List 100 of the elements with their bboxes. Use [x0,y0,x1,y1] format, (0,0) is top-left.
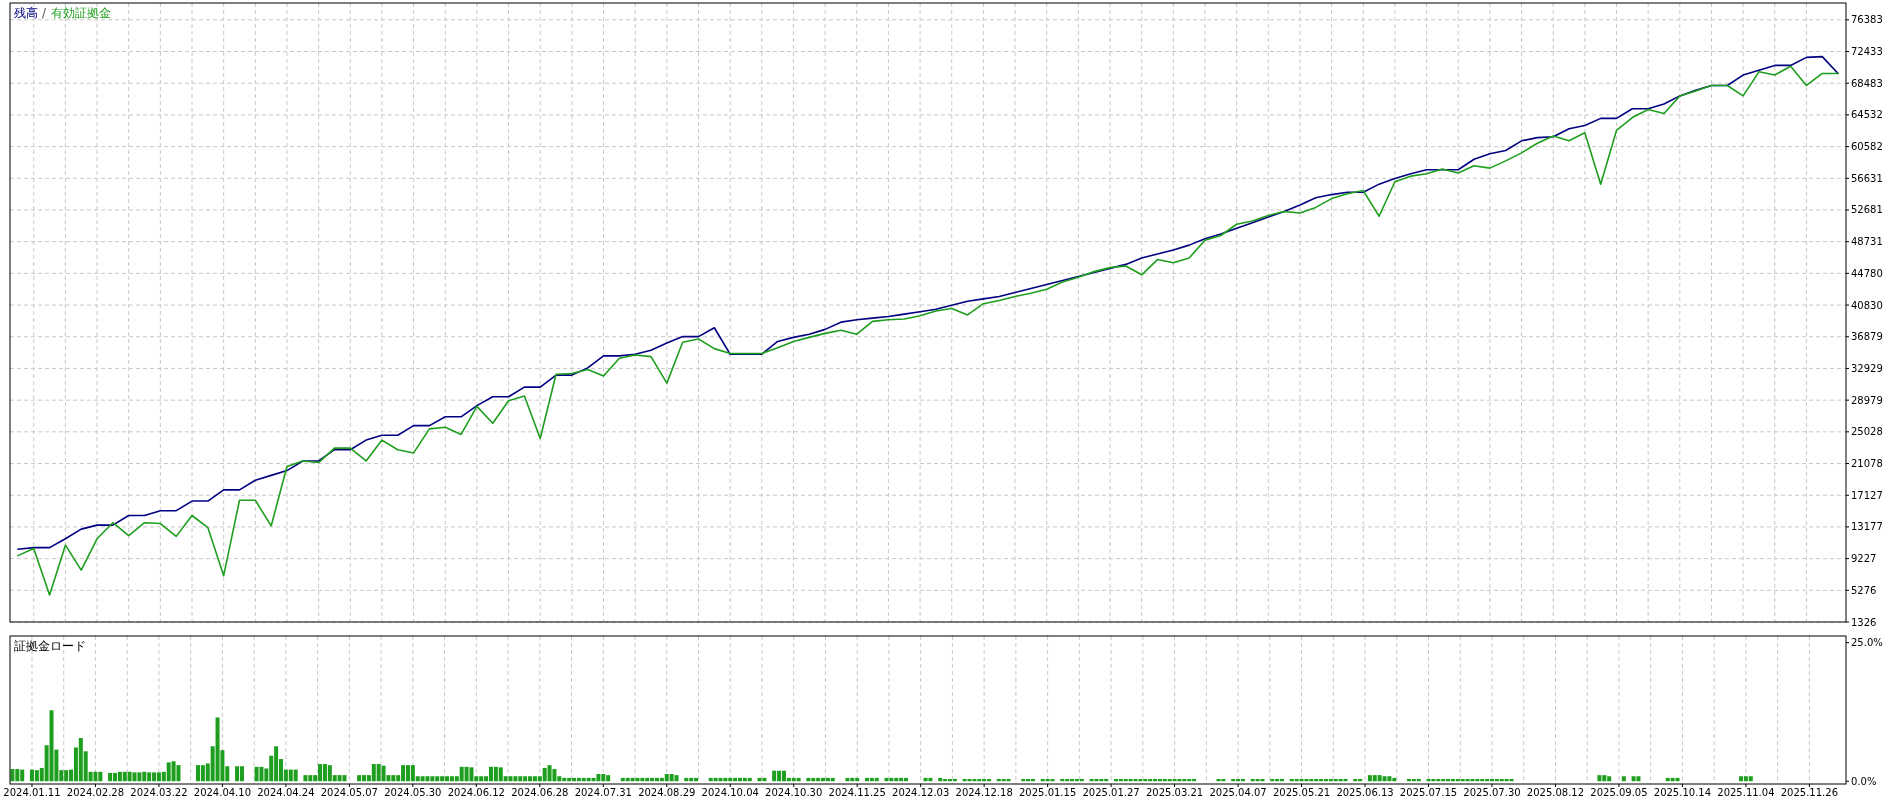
bar [938,777,943,782]
bar [508,776,513,782]
bar [552,769,557,782]
x-tick-label: 2024.10.04 [701,787,759,798]
y-tick-label: 25028 [1851,426,1883,438]
bar [215,717,220,782]
x-tick-label: 2024.03.22 [130,787,188,798]
x-tick-label: 2025.10.14 [1653,787,1712,798]
bar [772,770,777,782]
bar [635,777,640,782]
x-tick-label: 2025.01.15 [1019,787,1077,798]
y-tick-label: 9227 [1851,553,1877,565]
bar [342,775,347,782]
x-tick-label: 2024.04.24 [257,787,315,798]
bar [928,777,933,782]
x-tick-label: 2024.06.12 [447,787,505,798]
x-tick-label: 2024.06.28 [511,787,569,798]
x-tick-label: 2024.04.10 [193,787,252,798]
bar [596,774,601,782]
y-tick-label: 1326 [1851,616,1877,628]
y-tick-label: 48731 [1851,236,1883,248]
x-tick-label: 2025.04.07 [1209,787,1267,798]
x-tick-label: 2024.05.07 [320,787,378,798]
y-tick-label: 76383 [1851,14,1883,26]
bar [425,776,430,782]
bar [1597,775,1602,782]
y-tick-label: 56631 [1851,172,1883,184]
y-tick-label: 13177 [1851,521,1883,533]
bar [464,766,469,782]
y-tick-label: 40830 [1851,299,1883,311]
bar [108,772,113,782]
bar [796,777,801,782]
x-tick-label: 2024.01.11 [3,787,61,798]
bar [845,777,850,782]
bar [923,777,928,782]
bar [874,777,879,782]
bar [49,710,54,782]
x-tick-label: 2024.05.30 [384,787,442,798]
bar [337,775,342,782]
bar [259,766,264,782]
bar [420,776,425,782]
x-tick-label: 2024.12.18 [955,787,1013,798]
y-tick-label: 25.0% [1851,637,1883,649]
bar [1636,776,1641,782]
y-tick-label: 17127 [1851,489,1883,501]
bar [674,775,679,782]
bar [591,777,596,782]
bar [1631,776,1636,782]
x-tick-label: 2024.11.25 [828,787,886,798]
y-tick-label: 68483 [1851,77,1883,89]
bar [713,777,718,782]
x-tick-label: 2025.11.04 [1717,787,1775,798]
y-tick-label: 36879 [1851,331,1883,343]
bar [757,777,762,782]
y-tick-label: 28979 [1851,394,1883,406]
bar [1621,776,1626,782]
x-tick-label: 2025.07.15 [1399,787,1458,798]
y-tick-label: 72433 [1851,46,1883,58]
y-tick-label: 32929 [1851,362,1883,374]
x-tick-label: 2025.01.27 [1082,787,1140,798]
bar [718,777,723,782]
bar [884,777,889,782]
chart-title: 証拠金ロード [14,639,86,653]
bar [547,765,552,782]
bar [132,772,137,782]
x-tick-label: 2025.05.21 [1272,787,1331,798]
x-tick-label: 2025.08.12 [1526,787,1585,798]
bar [747,777,752,782]
bar [513,776,518,782]
x-tick-label: 2024.08.29 [638,787,696,798]
x-tick-label: 2024.12.03 [892,787,950,798]
bar [93,771,98,782]
bar [1748,776,1753,782]
bar [239,766,244,782]
y-tick-label: 44780 [1851,267,1883,279]
bar [137,772,142,782]
bar [1382,776,1387,782]
x-tick-label: 2025.06.13 [1336,787,1394,798]
bar [357,775,362,782]
bar [15,769,20,782]
y-tick-label: 5276 [1851,584,1877,596]
bar [806,777,811,782]
x-tick-label: 2024.02.28 [66,787,125,798]
bar [176,765,181,782]
bar [235,766,240,782]
y-tick-label: 0.0% [1851,775,1877,787]
y-tick-label: 21078 [1851,458,1883,470]
bar [469,767,474,782]
bar [762,777,767,782]
bar [171,761,176,782]
bar [1739,776,1744,782]
x-tick-label: 2024.10.30 [765,787,823,798]
y-tick-label: 52681 [1851,204,1883,216]
x-tick-label: 2025.03.21 [1145,787,1204,798]
bar [293,769,298,782]
x-tick-label: 2025.07.30 [1463,787,1521,798]
bar [381,765,386,782]
bar [254,766,259,782]
x-tick-label: 2025.09.05 [1590,787,1648,798]
bar [1387,776,1392,782]
